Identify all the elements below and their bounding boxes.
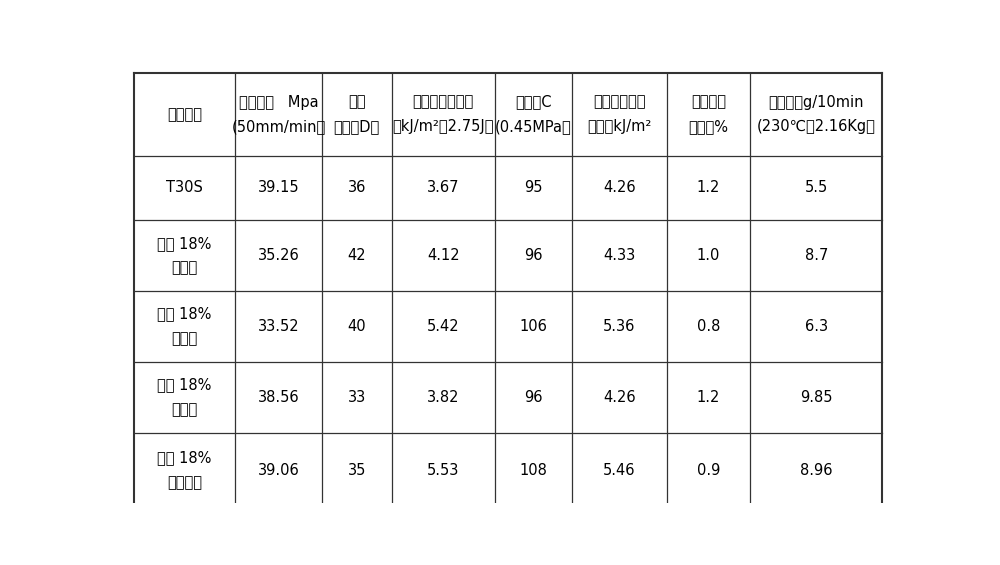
Text: 5.53: 5.53 [427, 463, 459, 478]
Text: 5.36: 5.36 [603, 319, 636, 334]
Text: 0.9: 0.9 [697, 463, 720, 478]
Text: 38.56: 38.56 [258, 390, 299, 405]
Text: 熔融指数g/10min
(230℃，2.16Kg）: 熔融指数g/10min (230℃，2.16Kg） [757, 94, 876, 134]
Text: 4.26: 4.26 [603, 390, 636, 405]
Text: 1.2: 1.2 [697, 390, 720, 405]
Text: 添加 18%
硅灰石: 添加 18% 硅灰石 [157, 307, 212, 346]
Text: 40: 40 [347, 319, 366, 334]
Text: 悬臂梁缺口冲击
强kJ/m²（2.75J）: 悬臂梁缺口冲击 强kJ/m²（2.75J） [392, 94, 494, 134]
Text: 硬度
（邵氏D）: 硬度 （邵氏D） [334, 94, 380, 134]
Text: 添加 18%
滑石粉: 添加 18% 滑石粉 [157, 377, 212, 417]
Text: 35.26: 35.26 [258, 248, 299, 263]
Text: 测试指标: 测试指标 [167, 107, 202, 122]
Text: 模塑收缩
率纵向%: 模塑收缩 率纵向% [689, 94, 729, 134]
Text: 8.7: 8.7 [805, 248, 828, 263]
Text: 5.5: 5.5 [805, 180, 828, 195]
Text: 96: 96 [524, 390, 543, 405]
Text: 简支梁缺口冲
击强度kJ/m²: 简支梁缺口冲 击强度kJ/m² [587, 94, 652, 134]
Text: 3.67: 3.67 [427, 180, 459, 195]
Text: 95: 95 [524, 180, 543, 195]
Text: 33: 33 [348, 390, 366, 405]
Text: 热变形C
(0.45MPa）: 热变形C (0.45MPa） [495, 94, 572, 134]
Text: 1.2: 1.2 [697, 180, 720, 195]
Text: 4.26: 4.26 [603, 180, 636, 195]
Text: 106: 106 [519, 319, 547, 334]
Text: 添加 18%
碳酸钙: 添加 18% 碳酸钙 [157, 236, 212, 275]
Text: 5.42: 5.42 [427, 319, 459, 334]
Text: 96: 96 [524, 248, 543, 263]
Text: 42: 42 [347, 248, 366, 263]
Text: 9.85: 9.85 [800, 390, 833, 405]
Text: 拉伸强度   Mpa
(50mm/min）: 拉伸强度 Mpa (50mm/min） [231, 94, 326, 134]
Text: 4.33: 4.33 [603, 248, 636, 263]
Text: 添加 18%
复合粉体: 添加 18% 复合粉体 [157, 451, 212, 490]
Text: 39.15: 39.15 [258, 180, 299, 195]
Text: 5.46: 5.46 [603, 463, 636, 478]
Text: 0.8: 0.8 [697, 319, 720, 334]
Text: 33.52: 33.52 [258, 319, 299, 334]
Text: 1.0: 1.0 [697, 248, 720, 263]
Text: 108: 108 [519, 463, 547, 478]
Text: 4.12: 4.12 [427, 248, 459, 263]
Text: 8.96: 8.96 [800, 463, 833, 478]
Text: T30S: T30S [166, 180, 203, 195]
Text: 3.82: 3.82 [427, 390, 459, 405]
Text: 35: 35 [348, 463, 366, 478]
Text: 36: 36 [348, 180, 366, 195]
Text: 39.06: 39.06 [258, 463, 299, 478]
Text: 6.3: 6.3 [805, 319, 828, 334]
